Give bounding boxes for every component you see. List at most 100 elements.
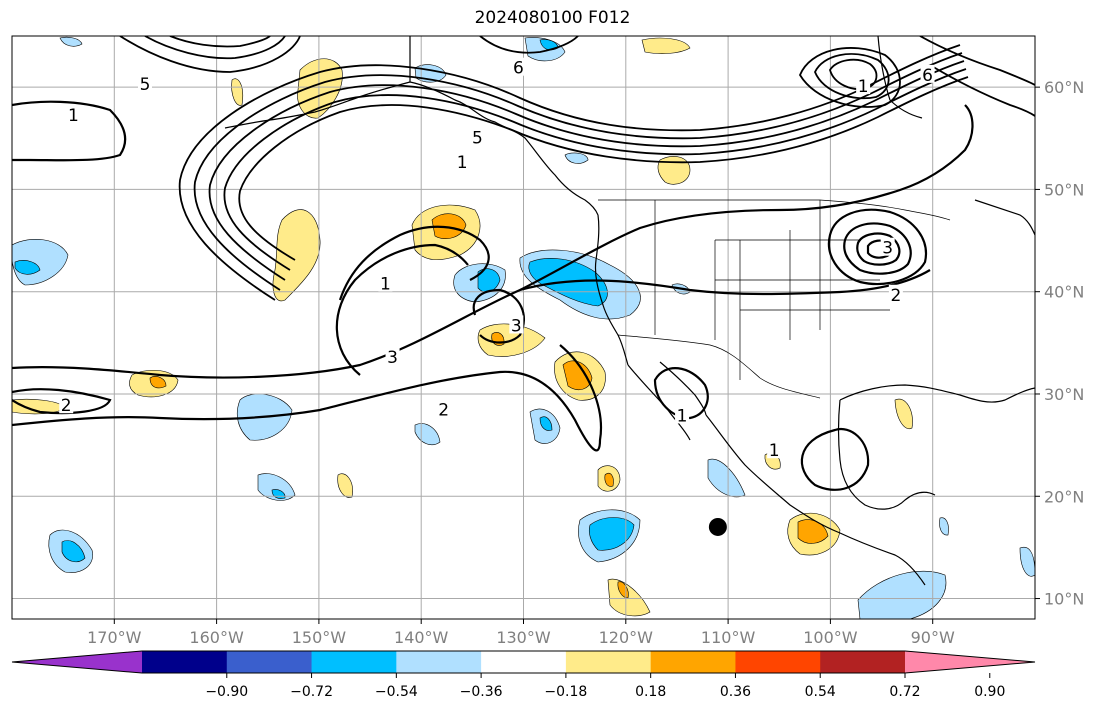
- shade-region-positive: [641, 37, 691, 54]
- shade-region-negative: [564, 152, 589, 164]
- coastline-alaska: [409, 36, 599, 216]
- contour-label: 2: [890, 286, 901, 306]
- colorbar-tick-label: −0.90: [205, 684, 248, 700]
- lon-tick-label: 100°W: [803, 628, 858, 647]
- colorbar-extend-high: [905, 651, 1035, 673]
- colorbar-segment: [565, 651, 652, 673]
- colorbar-outline: [11, 650, 1036, 674]
- coastline-gulf-of-mexico: [839, 384, 1035, 403]
- shade-region-positive: [231, 78, 243, 106]
- contour-line: [208, 60, 965, 281]
- coastline-west-coast: [594, 214, 629, 366]
- contour-label-bg: [436, 399, 451, 418]
- shade-region-positive-strong: [149, 376, 167, 389]
- contour-label: 1: [457, 153, 468, 173]
- contour-line: [335, 243, 469, 376]
- contour-label-bg: [920, 64, 935, 83]
- contour-line: [178, 44, 961, 301]
- coastline-mexico-pacific: [705, 414, 926, 586]
- political-borders: [409, 36, 951, 399]
- contour-line: [169, 36, 271, 48]
- contour-label-bg: [66, 104, 81, 123]
- map-title: 2024080100 F012: [474, 8, 631, 28]
- contour-line: [338, 225, 490, 301]
- coastlines: [224, 36, 1035, 586]
- lon-tick-label: 160°W: [189, 628, 244, 647]
- contour-line: [12, 344, 602, 452]
- contour-label: 2: [438, 400, 449, 420]
- coastline-gulf-of-california: [659, 361, 707, 416]
- colorbar-tick-label: −0.54: [375, 684, 418, 700]
- longitude-axis: 170°W 160°W 150°W 140°W 130°W 120°W 110°W 100°W…: [87, 619, 955, 647]
- contour-line: [223, 68, 967, 271]
- colorbar-segment: [481, 651, 567, 673]
- contour-line: [843, 222, 912, 275]
- lon-tick-label: 150°W: [292, 628, 347, 647]
- contour-label-bg: [509, 315, 524, 334]
- colorbar-tick-label: 0.72: [889, 684, 920, 700]
- contour-label: 1: [380, 275, 391, 295]
- shade-region-positive: [894, 398, 913, 430]
- contour-line: [856, 232, 901, 266]
- contour-label-bg: [137, 74, 152, 93]
- contour-line: [827, 208, 928, 286]
- shade-region-positive-strong: [431, 213, 467, 239]
- shade-region-positive: [337, 473, 353, 498]
- contour-line: [798, 47, 901, 108]
- contour-labels: 1 1 1 1 1 1 2 2 2 3 3 3 5 5 6 6: [59, 57, 935, 461]
- contour-lines: [12, 100, 974, 491]
- border-us-canada: [598, 199, 951, 221]
- colorbar-segment: [226, 651, 313, 673]
- lon-tick-label: 110°W: [701, 628, 756, 647]
- contour-label-bg: [455, 151, 470, 170]
- lon-tick-label: 140°W: [394, 628, 449, 647]
- colorbar-segment: [650, 651, 736, 673]
- colorbar-tick-label: −0.36: [460, 684, 503, 700]
- lat-tick-label: 20°N: [1044, 487, 1084, 506]
- lat-tick-label: 60°N: [1044, 78, 1084, 97]
- colorbar-segment: [396, 651, 482, 673]
- contour-label: 6: [513, 59, 524, 79]
- lon-tick-label: 130°W: [496, 628, 551, 647]
- shade-region-positive: [657, 156, 691, 185]
- colorbar-tick-label: −0.72: [290, 684, 333, 700]
- contour-line: [472, 288, 525, 344]
- contour-line: [479, 36, 579, 54]
- contour-line: [119, 36, 301, 73]
- coastline-northeast: [974, 199, 1035, 236]
- border-us-mexico: [617, 334, 821, 399]
- shade-region-positive-strong: [797, 519, 829, 544]
- coastline-aleutians: [224, 81, 411, 129]
- contour-label-bg: [59, 395, 74, 414]
- shade-region-negative: [707, 458, 746, 498]
- shade-region-negative-strong: [588, 517, 635, 551]
- contour-label-bg: [378, 273, 393, 292]
- contour-label-bg: [385, 347, 400, 366]
- contour-label: 2: [61, 396, 72, 416]
- shade-region-negative-strong: [61, 540, 86, 563]
- lon-tick-label: 120°W: [599, 628, 654, 647]
- contour-label: 5: [140, 75, 151, 95]
- colorbar-segment: [820, 651, 906, 673]
- colorbar-tick-label: −0.18: [544, 684, 587, 700]
- shade-region-positive-strong: [604, 472, 614, 487]
- shade-region-positive-strong: [562, 360, 593, 391]
- colorbar-tick-label: 0.90: [974, 684, 1005, 700]
- contour-label: 3: [882, 239, 893, 259]
- latitude-axis: 10°N 20°N 30°N 40°N 50°N 60°N: [1035, 78, 1084, 609]
- contour-label-bg: [880, 237, 895, 256]
- shade-region-positive: [272, 209, 321, 302]
- shade-region-negative: [1019, 546, 1035, 577]
- colorbar: −0.90 −0.72 −0.54 −0.36 −0.18 0.18 0.36 0.54 0.7…: [11, 650, 1036, 700]
- contour-line: [12, 388, 112, 415]
- contour-label: 3: [511, 316, 522, 336]
- contour-label: 6: [922, 66, 933, 86]
- lat-tick-label: 40°N: [1044, 283, 1084, 302]
- contour-label: 3: [387, 348, 398, 368]
- contour-line: [519, 104, 974, 291]
- position-marker: [708, 517, 727, 536]
- contour-line: [238, 76, 969, 261]
- shade-region-negative: [939, 517, 949, 536]
- lat-tick-label: 10°N: [1044, 590, 1084, 609]
